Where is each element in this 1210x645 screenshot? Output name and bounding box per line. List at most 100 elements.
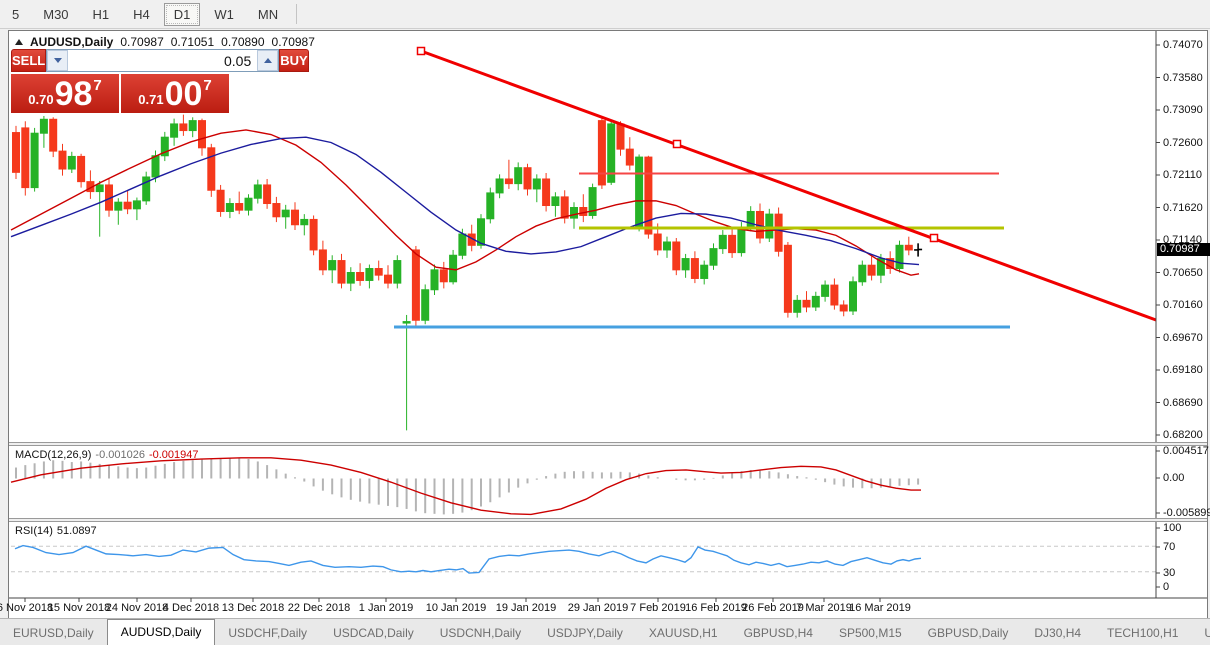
volume-input[interactable] xyxy=(68,50,258,71)
rsi-axis-label: 100 xyxy=(1163,522,1182,534)
candle-body xyxy=(607,123,616,183)
candle-body xyxy=(374,268,383,276)
candle-body xyxy=(123,201,132,210)
volume-increase-button[interactable] xyxy=(257,50,279,71)
price-axis-label: 0.68200 xyxy=(1163,429,1203,441)
candle-body xyxy=(625,148,634,166)
date-axis-label: 7 Mar 2019 xyxy=(796,602,852,614)
chart-tab-usdchf-daily[interactable]: USDCHF,Daily xyxy=(228,626,308,640)
chart-tab-dj30-h4[interactable]: DJ30,H4 xyxy=(1034,626,1082,640)
timeframe-button-h1[interactable]: H1 xyxy=(92,6,110,22)
trendline-handle[interactable] xyxy=(672,139,682,149)
date-axis-label: 16 Mar 2019 xyxy=(849,602,911,614)
candle-body xyxy=(746,210,755,228)
timeframe-button-w1[interactable]: W1 xyxy=(214,6,234,22)
date-axis-label: 13 Dec 2018 xyxy=(221,602,285,614)
timeframe-button-mn[interactable]: MN xyxy=(257,6,279,22)
rsi-label: RSI(14) 51.0897 xyxy=(15,525,101,537)
candle-body xyxy=(30,132,39,189)
chart-tab-usdcnh-daily[interactable]: USDCNH,Daily xyxy=(439,626,522,640)
candle-body xyxy=(765,213,774,239)
chart-window[interactable]: AUDUSD,Daily 0.70987 0.71051 0.70890 0.7… xyxy=(0,30,1210,619)
candle-body xyxy=(291,209,299,226)
candle-body xyxy=(12,132,20,173)
chart-tab-tech100-h1[interactable]: TECH100,H1 xyxy=(1107,626,1179,640)
spinner-up-icon xyxy=(263,58,272,63)
chart-tab-bar: EURUSD,Daily AUDUSD,Daily USDCHF,Daily USDC… xyxy=(0,618,1210,645)
candle-body xyxy=(504,178,513,185)
price-axis-label: 0.73580 xyxy=(1163,71,1203,84)
candle-body xyxy=(700,264,709,279)
chart-tab-gbpusd-daily[interactable]: GBPUSD,Daily xyxy=(927,626,1009,640)
timeframe-button-d1[interactable]: D1 xyxy=(163,2,201,26)
chart-tab-ul[interactable]: Ul xyxy=(1191,621,1210,645)
sell-button[interactable]: SELL xyxy=(11,49,47,72)
candle-body xyxy=(709,248,718,266)
candle-body xyxy=(77,155,86,183)
rsi-axis-label: 70 xyxy=(1163,541,1176,553)
buy-button[interactable]: BUY xyxy=(279,49,309,72)
candle-body xyxy=(653,233,662,251)
date-axis-label: 6 Nov 2018 xyxy=(0,602,54,614)
timeframe-button-h4[interactable]: H4 xyxy=(133,6,150,22)
candle-body xyxy=(681,258,690,271)
candle-body xyxy=(458,233,467,256)
price-axis-label: 0.69180 xyxy=(1163,364,1203,376)
chart-tab-usdcad-daily[interactable]: USDCAD,Daily xyxy=(333,626,414,640)
macd-value-main: -0.001026 xyxy=(95,449,145,461)
rsi-axis-label: 0 xyxy=(1163,581,1170,593)
ohlc-close: 0.70987 xyxy=(271,35,315,49)
candle-body xyxy=(411,249,420,321)
rsi-value: 51.0897 xyxy=(56,525,97,537)
trendline-handle[interactable] xyxy=(416,46,426,56)
candle-body xyxy=(774,213,783,252)
candle-body xyxy=(811,295,820,308)
price-axis-label: 0.70160 xyxy=(1163,299,1203,311)
date-axis-label: 24 Nov 2018 xyxy=(105,602,169,614)
date-axis-label: 29 Jan 2019 xyxy=(567,602,629,614)
candle-body xyxy=(523,167,532,190)
candle-body xyxy=(532,178,541,190)
candle-body xyxy=(421,289,430,321)
trendline-handle[interactable] xyxy=(929,233,939,243)
macd-pane-splitter[interactable] xyxy=(9,442,1207,446)
one-click-collapse-icon[interactable] xyxy=(15,39,23,45)
candle-body xyxy=(384,274,392,284)
chart-tab-sp500-m15[interactable]: SP500,M15 xyxy=(838,626,902,640)
date-axis-label: 10 Jan 2019 xyxy=(425,602,487,614)
chart-tab-usdjpy-daily[interactable]: USDJPY,Daily xyxy=(547,626,623,640)
candle-body xyxy=(830,284,839,306)
candle-body xyxy=(132,200,141,210)
macd-signal-line[interactable] xyxy=(10,457,921,516)
candle-body xyxy=(39,118,48,134)
candle-body xyxy=(309,218,318,251)
rsi-axis-label: 30 xyxy=(1163,567,1176,579)
candle-body xyxy=(588,187,597,216)
timeframe-button-m30[interactable]: M30 xyxy=(43,6,69,22)
rsi-line[interactable] xyxy=(14,544,922,574)
price-axis-label: 0.70650 xyxy=(1163,266,1203,279)
candle-body xyxy=(690,258,699,279)
chart-tab-gbpusd-h4[interactable]: GBPUSD,H4 xyxy=(743,626,813,640)
chart-canvas[interactable] xyxy=(9,31,1207,618)
rsi-pane-splitter[interactable] xyxy=(9,518,1207,522)
ohlc-low: 0.70890 xyxy=(221,35,265,49)
candle-body xyxy=(356,271,365,281)
trendline-descending[interactable] xyxy=(420,49,1157,322)
candle-body xyxy=(635,156,644,228)
buy-price-button[interactable]: 0.71 00 7 xyxy=(121,74,229,113)
chart-tab-eurusd-daily[interactable]: EURUSD,Daily xyxy=(13,626,94,640)
chart-tab-xauusd-h1[interactable]: XAUUSD,H1 xyxy=(648,626,718,640)
candle-body xyxy=(616,123,625,150)
candle-body xyxy=(337,260,346,284)
symbol-period-label: AUDUSD,Daily xyxy=(30,35,114,49)
candle-body xyxy=(21,127,30,189)
candle-body xyxy=(663,241,671,251)
timeframe-button-5[interactable]: 5 xyxy=(12,6,20,22)
candle-body xyxy=(402,321,411,324)
chart-tab-audusd-daily[interactable]: AUDUSD,Daily xyxy=(106,619,216,645)
moving-average-slow-line[interactable] xyxy=(10,136,920,266)
sell-price-button[interactable]: 0.70 98 7 xyxy=(11,74,119,113)
price-axis-label: 0.72600 xyxy=(1163,136,1203,149)
volume-decrease-button[interactable] xyxy=(47,50,69,71)
